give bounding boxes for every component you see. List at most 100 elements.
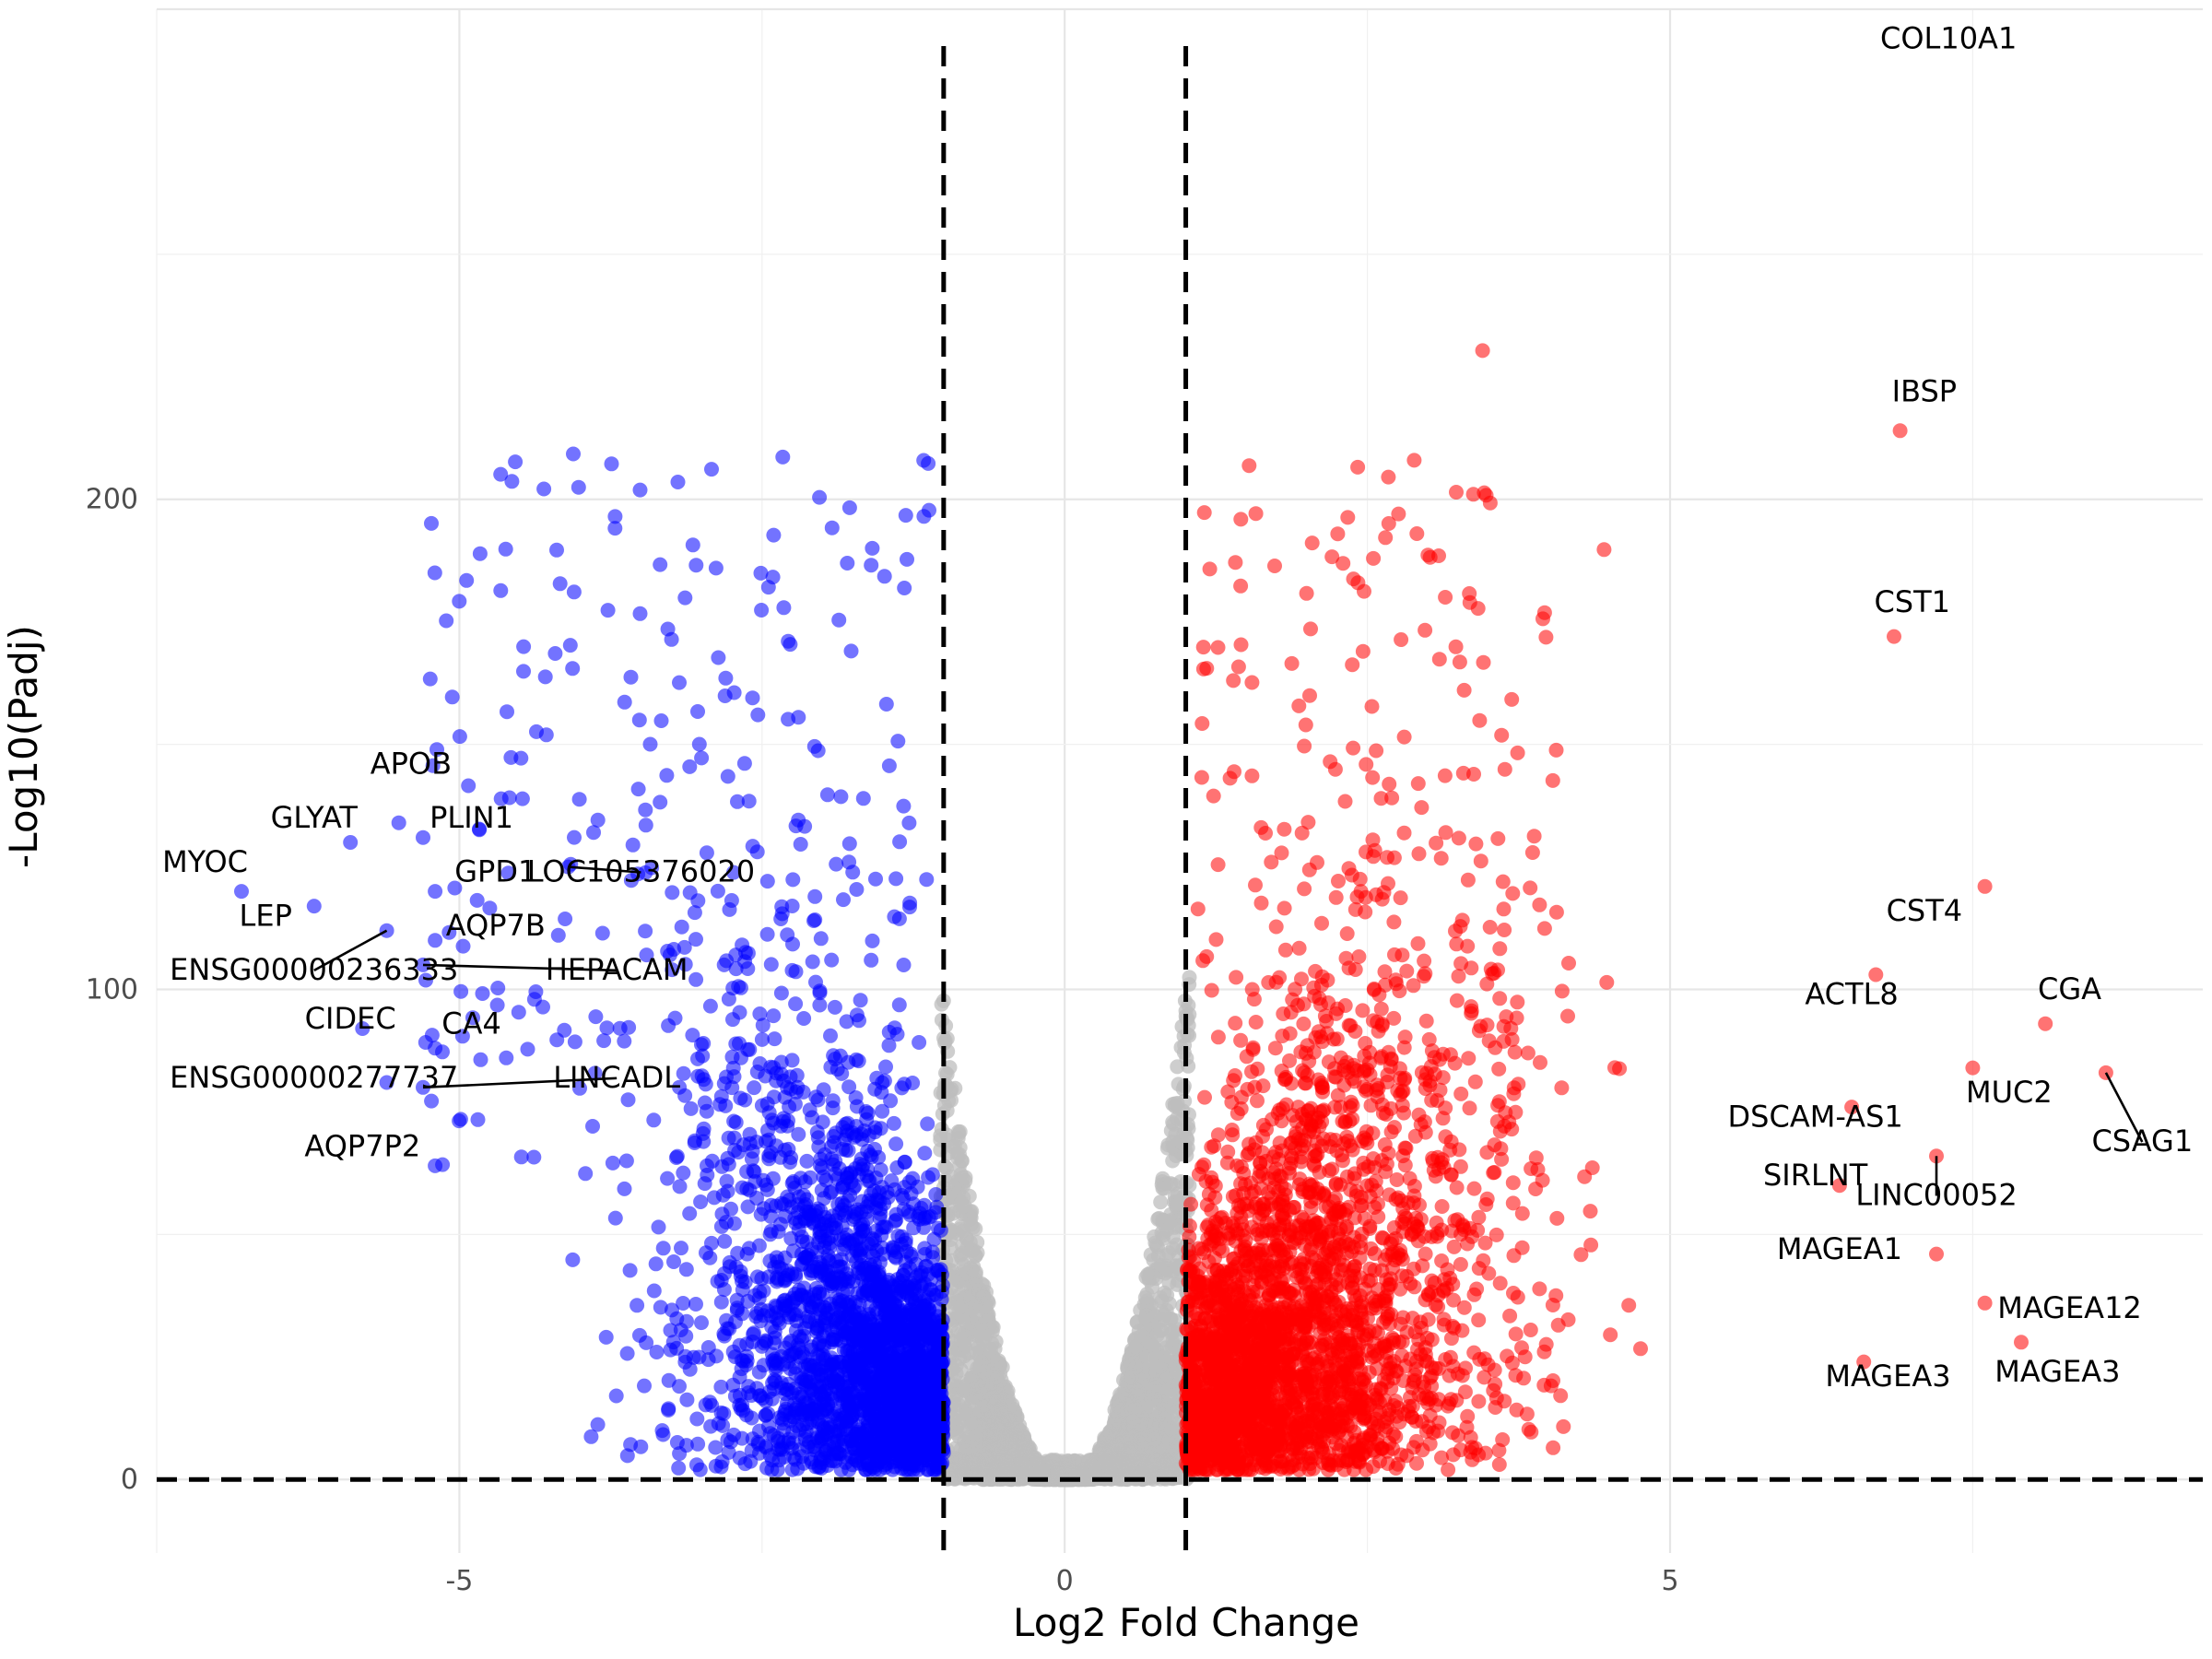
- ns-point: [1168, 1329, 1183, 1345]
- down-point: [825, 1100, 841, 1116]
- down-point: [676, 1165, 691, 1181]
- ns-point: [1135, 1372, 1150, 1388]
- down-point: [648, 1256, 664, 1272]
- down-point: [659, 768, 675, 783]
- ns-point: [1159, 1248, 1174, 1264]
- ns-point: [959, 1290, 975, 1306]
- down-point: [875, 1103, 890, 1119]
- down-point: [490, 981, 506, 995]
- ns-point: [1182, 970, 1197, 985]
- ns-point: [1153, 1194, 1169, 1210]
- down-point: [608, 1388, 624, 1404]
- ns-point: [1158, 1265, 1173, 1281]
- ns-point: [977, 1330, 993, 1346]
- ns-point: [981, 1403, 996, 1418]
- down-point: [740, 1199, 756, 1215]
- down-point: [841, 836, 857, 852]
- down-point: [736, 756, 752, 771]
- down-point: [688, 971, 704, 987]
- down-point: [622, 1263, 638, 1278]
- ns-point: [1152, 1438, 1168, 1453]
- down-point: [735, 1180, 750, 1195]
- down-point: [824, 952, 840, 968]
- down-point: [884, 1173, 900, 1189]
- ns-point: [1144, 1392, 1159, 1407]
- down-point: [709, 1348, 724, 1364]
- ns-point: [1139, 1346, 1155, 1361]
- ns-point: [1160, 1344, 1176, 1359]
- down-point: [741, 1379, 757, 1394]
- grid: [156, 7, 2203, 1553]
- ns-point: [947, 1441, 963, 1456]
- down-point: [719, 1173, 735, 1189]
- ns-point: [1137, 1435, 1153, 1451]
- down-point: [637, 1378, 652, 1394]
- down-point: [714, 1159, 730, 1174]
- down-point: [853, 993, 868, 1008]
- down-point: [704, 1235, 719, 1251]
- down-point: [773, 985, 789, 1001]
- ns-point: [1170, 1059, 1185, 1075]
- down-point: [690, 1436, 706, 1452]
- ns-point: [1065, 1459, 1081, 1474]
- ns-point: [968, 1430, 983, 1445]
- down-point: [660, 1171, 676, 1186]
- ns-point: [1107, 1417, 1123, 1432]
- ns-point: [982, 1342, 998, 1358]
- ns-point: [989, 1421, 1005, 1437]
- down-point: [713, 1273, 729, 1288]
- ns-point: [944, 1169, 959, 1184]
- down-point: [642, 736, 658, 752]
- ns-point: [1128, 1331, 1144, 1347]
- down-point: [617, 1181, 632, 1196]
- down-point: [759, 1334, 774, 1349]
- ns-point: [1175, 1081, 1191, 1097]
- ns-point: [1137, 1289, 1153, 1305]
- down-point: [784, 1053, 800, 1068]
- down-point: [666, 1254, 681, 1269]
- ns-point: [955, 1170, 971, 1185]
- down-point: [793, 837, 808, 852]
- down-point: [696, 1121, 712, 1136]
- down-point: [796, 1011, 812, 1026]
- down-point: [718, 670, 734, 686]
- down-point: [766, 1089, 782, 1105]
- down-point: [888, 1136, 904, 1152]
- ns-point: [955, 1223, 971, 1239]
- down-point: [865, 933, 880, 948]
- ns-point: [1165, 1097, 1181, 1112]
- down-point: [776, 600, 792, 616]
- down-point: [735, 1274, 749, 1289]
- ns-point: [1153, 1290, 1169, 1306]
- ns-point: [960, 1455, 976, 1471]
- ns-point: [1178, 1003, 1194, 1018]
- ns-point: [1159, 1302, 1174, 1318]
- ns-point: [955, 1394, 971, 1409]
- down-point: [702, 1250, 718, 1265]
- ns-point: [959, 1265, 974, 1281]
- ns-point: [970, 1378, 985, 1394]
- down-point: [728, 1259, 744, 1275]
- ns-point: [1000, 1383, 1016, 1399]
- down-point: [805, 954, 820, 970]
- ns-point: [952, 1124, 968, 1139]
- ns-point: [988, 1359, 1004, 1375]
- ns-point: [1150, 1377, 1166, 1393]
- ns-point: [1140, 1266, 1156, 1282]
- down-point: [691, 1349, 707, 1365]
- ns-point: [1181, 1058, 1196, 1074]
- ns-point: [954, 1245, 970, 1261]
- ns-point: [943, 1253, 959, 1268]
- ns-point: [1148, 1413, 1164, 1429]
- down-point: [649, 1345, 665, 1359]
- down-point: [567, 1034, 582, 1050]
- ns-point: [956, 1406, 971, 1421]
- ns-point: [1111, 1393, 1126, 1408]
- down-point: [679, 1392, 695, 1407]
- down-point: [694, 1315, 709, 1331]
- down-point: [678, 1262, 694, 1277]
- ns-point: [989, 1371, 1005, 1387]
- down-point: [638, 924, 653, 939]
- ns-point: [1149, 1359, 1165, 1374]
